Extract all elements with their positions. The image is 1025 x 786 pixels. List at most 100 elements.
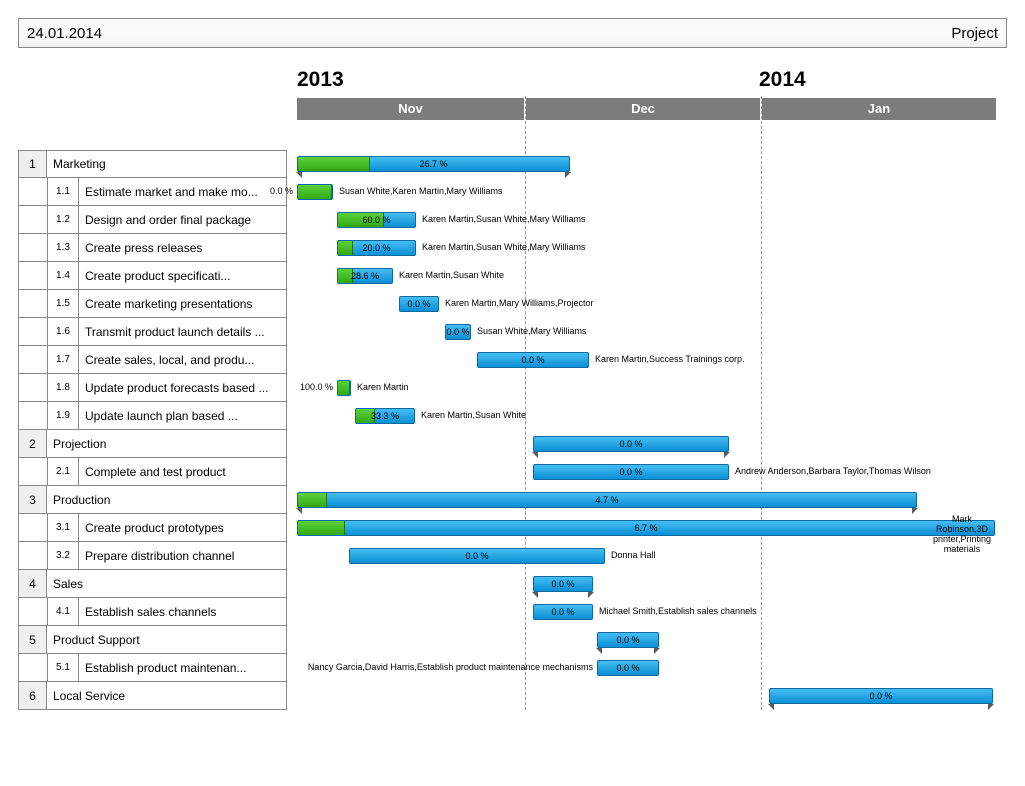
chart-row: 0.0 % Susan White,Mary Williams [297, 318, 1007, 346]
chart-row: 0.0 % [297, 626, 1007, 654]
gantt-bar[interactable]: 20.0 % [337, 240, 416, 256]
task-name: Prepare distribution channel [79, 542, 286, 569]
task-index: 5.1 [47, 654, 79, 681]
chart-row: 6.7 %Mark Robinson,3D printer,Printing m… [297, 514, 1007, 542]
gantt-bar[interactable]: 0.0 % [445, 324, 471, 340]
chart-row: Susan White,Karen Martin,Mary Williams0.… [297, 178, 1007, 206]
gantt-bar[interactable]: 26.7 % [297, 156, 570, 172]
gantt-bar-label: 28.6 % [337, 268, 393, 284]
task-group-row: 3Production [18, 486, 287, 514]
task-group-row: 4Sales [18, 570, 287, 598]
month-cell: Nov [297, 98, 524, 120]
task-index: 2 [19, 430, 47, 457]
gantt-bar[interactable] [297, 184, 333, 200]
bar-prefix-text: 0.0 % [269, 186, 293, 196]
resource-text: Susan White,Mary Williams [477, 326, 587, 336]
task-index: 1.6 [47, 318, 79, 345]
gantt-bar[interactable]: 4.7 % [297, 492, 917, 508]
year-label: 2013 [297, 68, 344, 92]
task-name: Update product forecasts based ... [79, 374, 286, 401]
gantt-bar[interactable]: 0.0 % [533, 604, 593, 620]
gantt-bar[interactable]: 0.0 % [477, 352, 589, 368]
task-index: 3 [19, 486, 47, 513]
chart-row: 28.6 % Karen Martin,Susan White [297, 262, 1007, 290]
gantt-bar[interactable]: 60.0 % [337, 212, 416, 228]
task-name: Create product specificati... [79, 262, 286, 289]
task-group-row: 5Product Support [18, 626, 287, 654]
gantt-bar-label: 33.3 % [355, 408, 415, 424]
task-index: 4.1 [47, 598, 79, 625]
task-name: Establish sales channels [79, 598, 286, 625]
task-index: 3.2 [47, 542, 79, 569]
task-index: 6 [19, 682, 47, 709]
gantt-bar-label: 0.0 % [349, 548, 605, 564]
gantt-bar-label: 0.0 % [533, 576, 593, 592]
chart-row: 0.0 %Nancy Garcia,David Harris,Establish… [297, 654, 1007, 682]
task-sub-row: 1.5Create marketing presentations [18, 290, 287, 318]
chart-row: Karen Martin 100.0 % [297, 374, 1007, 402]
task-sub-row: 2.1Complete and test product [18, 458, 287, 486]
task-name: Projection [47, 430, 286, 457]
resource-text: Karen Martin [357, 382, 409, 392]
gantt-bar-label: 6.7 % [297, 520, 995, 536]
task-index: 1.2 [47, 206, 79, 233]
chart-row: 20.0 %Karen Martin,Susan White,Mary Will… [297, 234, 1007, 262]
task-index: 1.4 [47, 262, 79, 289]
chart-row: 0.0 % [297, 570, 1007, 598]
chart-row: 0.0 % [297, 430, 1007, 458]
gantt-bar[interactable]: 0.0 % [349, 548, 605, 564]
gantt-bar[interactable]: 28.6 % [337, 268, 393, 284]
task-name: Create press releases [79, 234, 286, 261]
resource-text: Karen Martin,Susan White [399, 270, 504, 280]
header-date: 24.01.2014 [27, 25, 102, 42]
task-index: 1.9 [47, 402, 79, 429]
gantt-bar[interactable]: 0.0 % [769, 688, 993, 704]
task-index: 2.1 [47, 458, 79, 485]
task-group-row: 6Local Service [18, 682, 287, 710]
bar-prefix-text: 100.0 % [297, 382, 333, 392]
task-sub-row: 3.2Prepare distribution channel [18, 542, 287, 570]
task-sub-row: 1.6Transmit product launch details ... [18, 318, 287, 346]
gantt-bar-label: 4.7 % [297, 492, 917, 508]
gantt-bar-label: 26.7 % [297, 156, 570, 172]
gantt-bar-label: 0.0 % [399, 296, 439, 312]
task-sub-row: 1.3Create press releases [18, 234, 287, 262]
task-sub-row: 1.7Create sales, local, and produ... [18, 346, 287, 374]
task-index: 4 [19, 570, 47, 597]
task-name: Estimate market and make mo... [79, 178, 286, 205]
task-index: 5 [19, 626, 47, 653]
task-sub-row: 3.1Create product prototypes [18, 514, 287, 542]
chart-area: 26.7 % Susan White,Karen Martin,Mary Will… [297, 150, 1007, 710]
gantt-bar[interactable]: 33.3 % [355, 408, 415, 424]
gantt-bar[interactable]: 0.0 % [533, 436, 729, 452]
timeline-header: NovDecJan 20132014 [18, 68, 1007, 120]
gantt-bar[interactable]: 0.0 % [597, 632, 659, 648]
resource-text: Karen Martin,Success Trainings corp. [595, 354, 745, 364]
header-title: Project [951, 25, 998, 42]
gantt-bar[interactable]: 0.0 % [533, 576, 593, 592]
chart-row: 60.0 % Karen Martin,Susan White,Mary Will… [297, 206, 1007, 234]
chart-row: 0.0 % Andrew Anderson,Barbara Taylor,Thom… [297, 458, 1007, 486]
month-cell: Jan [762, 98, 996, 120]
gantt-bar-progress [298, 185, 332, 199]
task-index: 3.1 [47, 514, 79, 541]
chart-row: 0.0 % [297, 682, 1007, 710]
gantt-bar[interactable]: 0.0 % [399, 296, 439, 312]
resource-text: Andrew Anderson,Barbara Taylor,Thomas Wi… [735, 466, 931, 476]
resource-text: Michael Smith,Establish sales channels [599, 606, 757, 616]
gantt-bar[interactable]: 6.7 % [297, 520, 995, 536]
resource-text: Karen Martin,Susan White,Mary Williams [422, 214, 586, 224]
task-index: 1.3 [47, 234, 79, 261]
gantt-bar-label: 60.0 % [337, 212, 416, 228]
task-index: 1.8 [47, 374, 79, 401]
chart-row: 0.0 % Karen Martin,Success Trainings corp… [297, 346, 1007, 374]
gantt-bar-label: 0.0 % [597, 632, 659, 648]
gantt-bar-label: 0.0 % [769, 688, 993, 704]
gantt-bar[interactable]: 0.0 % [533, 464, 729, 480]
task-sub-row: 1.2Design and order final package [18, 206, 287, 234]
gantt-bar[interactable]: 0.0 % [597, 660, 659, 676]
resource-text: Susan White,Karen Martin,Mary Williams [339, 186, 503, 196]
gantt-bar[interactable] [337, 380, 351, 396]
task-group-row: 2Projection [18, 430, 287, 458]
year-label: 2014 [759, 68, 806, 92]
